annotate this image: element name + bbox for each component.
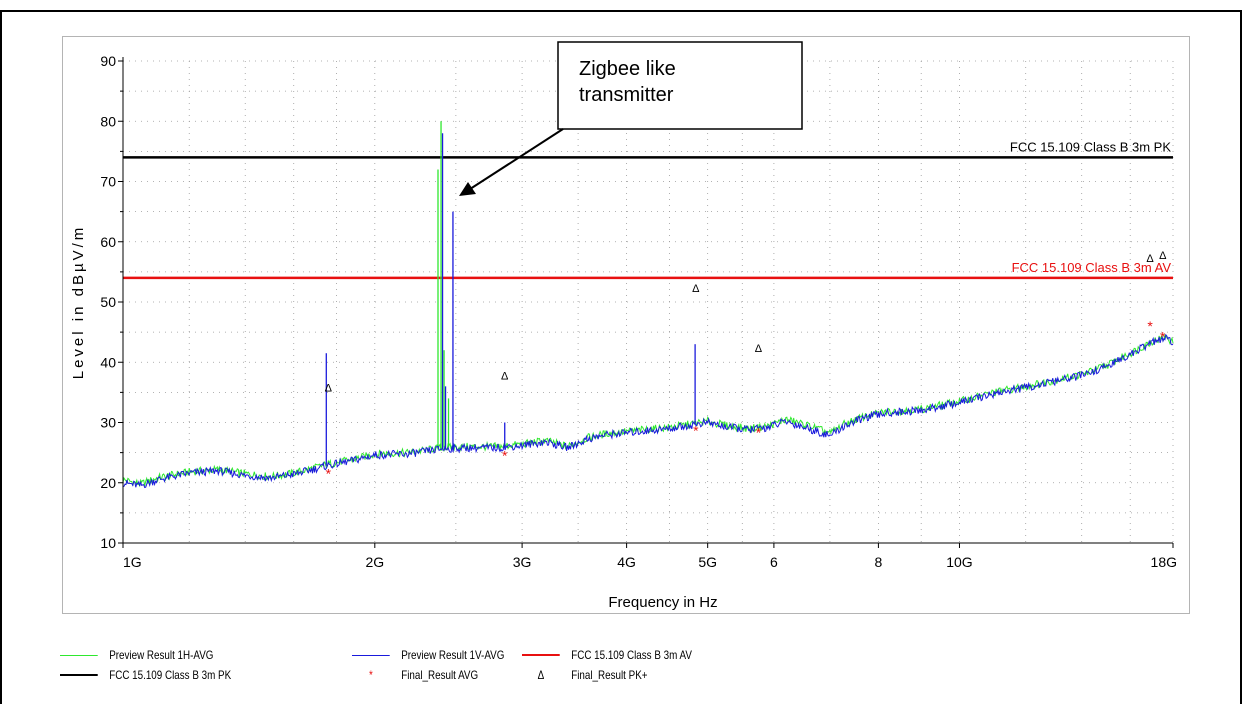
y-tick-label: 50 [100, 294, 116, 310]
result-marker: * [1160, 328, 1166, 344]
result-marker: Δ [501, 370, 509, 382]
legend-label: FCC 15.109 Class B 3m AV [571, 648, 692, 662]
legend-label: Final_Result PK+ [571, 668, 648, 682]
legend-label: FCC 15.109 Class B 3m PK [109, 668, 232, 682]
limit-label: FCC 15.109 Class B 3m AV [1012, 260, 1172, 275]
result-marker: * [502, 448, 508, 464]
x-tick-label: 5G [698, 554, 717, 570]
result-marker: Δ [1146, 253, 1154, 265]
legend-label: Preview Result 1H-AVG [109, 648, 214, 662]
legend-symbol: * [368, 668, 373, 682]
callout: Zigbee like transmitter [459, 41, 803, 196]
x-tick-label: 1G [123, 554, 142, 570]
legend-swatch [60, 674, 98, 676]
y-tick-label: 30 [100, 415, 116, 431]
legend-item: Preview Result 1H-AVG [60, 648, 213, 662]
callout-line-1: Zigbee like [579, 58, 676, 80]
callout-line-2: transmitter [579, 84, 674, 106]
callout-arrowhead [459, 182, 476, 196]
result-marker: * [756, 425, 762, 441]
limit-label: FCC 15.109 Class B 3m PK [1010, 139, 1171, 154]
legend-item: Δ Final_Result PK+ [522, 668, 648, 682]
result-marker: * [326, 466, 332, 482]
series-line [122, 333, 1174, 489]
page-frame [0, 10, 1242, 704]
legend-swatch [60, 654, 98, 656]
series-line [122, 333, 1174, 488]
y-tick-label: 40 [100, 354, 116, 370]
result-marker: Δ [1159, 250, 1167, 262]
y-tick-label: 70 [100, 174, 116, 190]
axes: 10 20 30 40 50 60 70 80 90 1G 2G 3G 4G 5G 6 8 10G 18G [100, 53, 1177, 570]
limit-lines: FCC 15.109 Class B 3m PK FCC 15.109 Class… [123, 139, 1173, 280]
callout-box [557, 41, 803, 130]
x-tick-label: 4G [617, 554, 636, 570]
legend-swatch [352, 654, 390, 656]
grid [122, 60, 1174, 544]
legend-label: Preview Result 1V-AVG [401, 648, 505, 662]
x-axis-label: Frequency in Hz [608, 594, 717, 611]
legend-item: * Final_Result AVG [352, 668, 478, 682]
y-tick-label: 80 [100, 113, 116, 129]
x-tick-label: 6 [770, 554, 778, 570]
result-marker: * [1147, 318, 1153, 334]
y-tick-label: 60 [100, 234, 116, 250]
y-axis-label: Level in dBµV/m [70, 225, 87, 380]
chart-panel: FCC 15.109 Class B 3m PK FCC 15.109 Class… [62, 36, 1190, 614]
result-marker: Δ [755, 343, 763, 355]
y-tick-label: 10 [100, 535, 116, 551]
result-marker: Δ [692, 283, 700, 295]
legend-item: FCC 15.109 Class B 3m AV [522, 648, 692, 662]
legend-label: Final_Result AVG [401, 668, 479, 682]
x-tick-label: 18G [1151, 554, 1177, 570]
series-lines [122, 121, 1174, 489]
legend-item: Preview Result 1V-AVG [352, 648, 504, 662]
y-tick-label: 90 [100, 53, 116, 69]
emission-chart: FCC 15.109 Class B 3m PK FCC 15.109 Class… [70, 41, 1177, 611]
x-tick-label: 10G [946, 554, 972, 570]
x-tick-label: 2G [365, 554, 384, 570]
y-tick-label: 20 [100, 475, 116, 491]
top-cropped-header [0, 0, 1244, 10]
legend-symbol: Δ [537, 668, 545, 682]
x-tick-label: 3G [513, 554, 532, 570]
result-marker: * [693, 422, 699, 438]
callout-arrow [466, 128, 564, 192]
legend-item: FCC 15.109 Class B 3m PK [60, 668, 231, 682]
legend-swatch [522, 654, 560, 656]
result-marker: Δ [325, 382, 333, 394]
legend: Preview Result 1H-AVG Preview Result 1V-A… [60, 648, 1210, 698]
x-tick-label: 8 [875, 554, 883, 570]
